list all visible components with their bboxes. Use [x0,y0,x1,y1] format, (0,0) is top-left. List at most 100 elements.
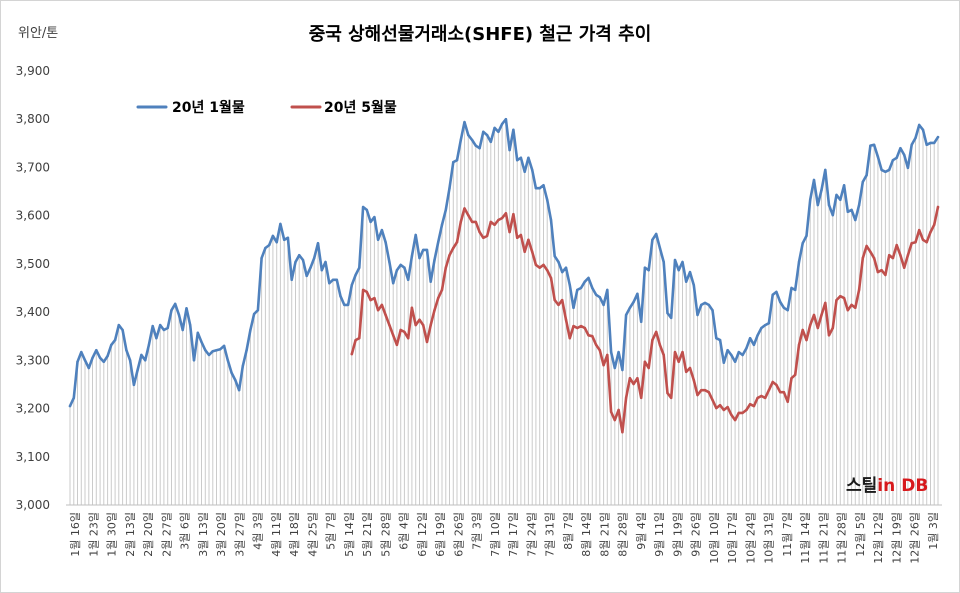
y-tick-label: 3,700 [16,160,50,174]
data-point [485,234,489,238]
data-point [790,377,793,380]
data-point [226,359,229,362]
data-point [880,168,883,172]
x-tick-label: 11월 14일 [798,512,812,564]
data-point [87,366,91,370]
data-point [797,260,801,264]
data-point [264,246,267,250]
data-point [591,335,594,338]
data-point [534,263,538,267]
x-tick-label: 1월 23일 [86,512,100,557]
data-point [444,208,447,212]
data-point [252,312,256,316]
data-point [846,210,849,213]
data-point [512,128,515,131]
data-point [786,400,789,403]
y-axis: 3,000 3,100 3,200 3,300 3,400 3,500 3,600 3,700… [16,64,50,512]
data-point [643,266,647,269]
data-point [801,328,804,332]
data-point [624,313,628,317]
data-point [271,234,275,238]
data-point [452,246,455,250]
x-tick-label: 7월 3일 [470,512,484,550]
x-tick-label: 3월 6일 [178,512,192,550]
data-point [861,180,864,184]
data-point [392,334,395,337]
data-point [707,391,710,394]
data-point [681,260,684,264]
data-point [110,343,113,347]
data-point [534,187,538,190]
data-point [452,160,455,164]
data-point [888,168,891,172]
x-tick-label: 3월 13일 [196,512,210,557]
data-point [685,280,688,283]
data-point [891,256,895,260]
data-point [583,326,586,330]
data-point [722,408,725,412]
data-point [358,266,361,269]
chart-title: 중국 상해선물거래소(SHFE) 철근 가격 추이 [309,24,652,45]
data-point [279,222,282,226]
data-point [673,350,677,354]
data-point [688,270,692,274]
data-point [72,396,76,400]
data-point [485,133,489,137]
data-point [519,233,523,237]
data-point [621,431,624,434]
data-point [260,256,263,260]
data-point [339,295,342,298]
data-point [369,298,372,302]
data-point [162,328,166,332]
data-point [256,309,260,312]
x-tick-label: 4월 25일 [305,512,319,557]
data-point [587,334,590,337]
data-point [767,389,771,392]
data-point [215,349,218,352]
data-point [936,205,940,209]
data-point [564,266,568,269]
data-point [234,378,237,382]
data-point [531,250,534,253]
data-point [839,198,842,201]
x-tick-label: 8월 21일 [597,512,611,557]
data-point [549,218,553,222]
data-point [564,318,568,321]
data-point [91,356,94,360]
data-point [703,301,707,305]
data-point [576,288,579,292]
data-point [542,184,545,187]
data-point [662,353,665,357]
data-point [718,338,722,342]
x-tick-label: 7월 10일 [488,512,502,557]
data-point [903,153,906,157]
logo-db-text: DB [901,476,928,496]
data-point [493,126,496,130]
x-axis: 1월 16일 1월 23일 1월 30일 2월 13일 2월 20일 2월 27일 3월 6… [68,512,940,564]
data-point [294,260,297,264]
data-point [767,322,771,325]
data-point [301,258,305,262]
data-point [929,141,932,145]
data-point [936,135,940,139]
data-point [500,216,504,220]
data-point [662,260,665,264]
data-point [685,370,688,374]
data-point [531,168,534,172]
data-point [444,266,447,269]
data-point [876,155,880,158]
y-tick-label: 3,800 [16,112,50,126]
data-point [222,344,226,348]
data-point [395,343,399,347]
data-point [174,302,177,306]
data-point [779,300,782,304]
data-point [722,361,725,364]
data-point [782,306,786,309]
data-point [910,143,913,146]
data-point [448,187,451,190]
data-point [711,398,714,402]
data-point [918,228,921,232]
data-point [380,228,384,232]
data-point [861,256,864,260]
data-point [591,286,594,290]
